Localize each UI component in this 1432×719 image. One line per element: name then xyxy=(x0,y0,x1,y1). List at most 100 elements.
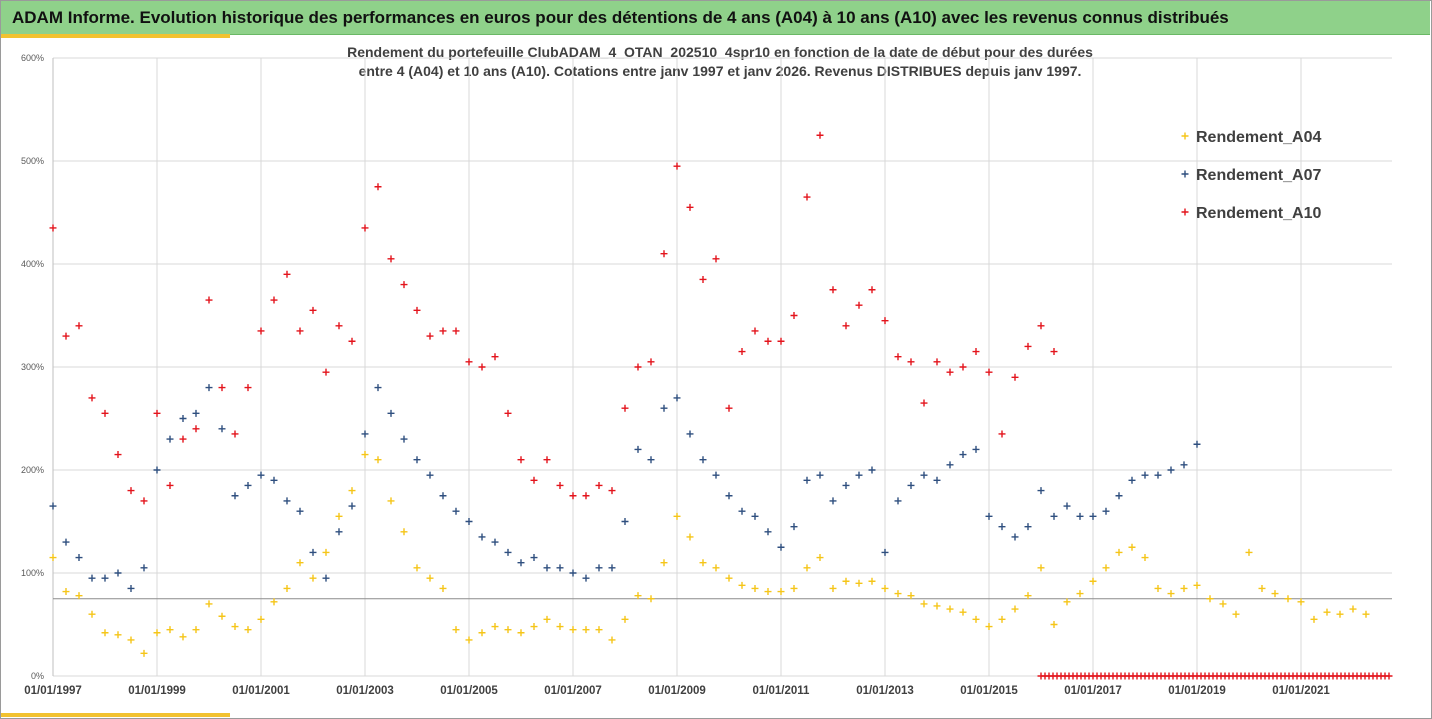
data-point xyxy=(452,507,460,515)
data-point xyxy=(101,409,109,417)
data-point xyxy=(1284,595,1292,603)
data-point xyxy=(114,631,122,639)
legend-marker xyxy=(1181,132,1189,140)
series-Rendement_A10 xyxy=(49,131,1058,505)
data-point xyxy=(400,281,408,289)
data-point xyxy=(1141,471,1149,479)
data-point xyxy=(699,275,707,283)
data-point xyxy=(1349,605,1357,613)
data-point xyxy=(920,399,928,407)
data-point xyxy=(88,610,96,618)
legend-label: Rendement_A04 xyxy=(1196,129,1321,146)
data-point xyxy=(1037,564,1045,572)
data-point xyxy=(309,548,317,556)
accent-bar-top xyxy=(1,34,230,38)
data-point xyxy=(465,636,473,644)
data-point xyxy=(140,497,148,505)
data-point xyxy=(101,574,109,582)
y-tick-label: 200% xyxy=(21,465,44,475)
data-point xyxy=(1310,615,1318,623)
data-point xyxy=(881,584,889,592)
data-point xyxy=(1089,577,1097,585)
zero-point xyxy=(1385,672,1393,680)
y-tick-label: 600% xyxy=(21,53,44,63)
data-point xyxy=(751,327,759,335)
data-point xyxy=(491,353,499,361)
data-point xyxy=(1050,621,1058,628)
data-point xyxy=(283,497,291,505)
data-point xyxy=(881,548,889,556)
data-point xyxy=(946,368,954,376)
data-point xyxy=(1011,533,1019,541)
data-point xyxy=(790,523,798,531)
data-point xyxy=(517,629,525,637)
data-point xyxy=(153,466,161,474)
data-point xyxy=(712,564,720,572)
data-point xyxy=(452,626,460,634)
data-point xyxy=(829,286,837,294)
data-point xyxy=(504,548,512,556)
data-point xyxy=(205,384,213,392)
data-point xyxy=(62,332,70,340)
data-point xyxy=(192,626,200,634)
data-point xyxy=(972,348,980,356)
data-point xyxy=(985,623,993,631)
legend-marker xyxy=(1181,208,1189,216)
data-point xyxy=(296,559,304,567)
data-point xyxy=(660,559,668,567)
data-point xyxy=(387,255,395,263)
data-point xyxy=(1271,590,1279,598)
data-point xyxy=(49,554,57,562)
data-point xyxy=(478,533,486,541)
data-point xyxy=(647,595,655,603)
data-point xyxy=(1089,512,1097,520)
data-point xyxy=(49,502,57,510)
data-point xyxy=(62,588,70,596)
data-point xyxy=(1063,502,1071,510)
data-point xyxy=(972,445,980,453)
data-point xyxy=(621,518,629,525)
data-point xyxy=(192,425,200,433)
data-point xyxy=(595,626,603,634)
data-point xyxy=(1206,595,1214,603)
data-point xyxy=(1024,342,1032,350)
data-point xyxy=(1050,512,1058,520)
data-point xyxy=(270,296,278,304)
y-tick-label: 400% xyxy=(21,259,44,269)
data-point xyxy=(1024,592,1032,600)
data-point xyxy=(426,332,434,340)
data-point xyxy=(1219,600,1227,608)
series-Rendement_A04 xyxy=(49,451,1370,657)
data-point xyxy=(803,193,811,201)
data-point xyxy=(335,512,343,520)
data-point xyxy=(127,584,135,592)
data-point xyxy=(621,404,629,412)
chart-title-line-1: Rendement du portefeuille ClubADAM_4_OTA… xyxy=(347,44,1093,60)
data-point xyxy=(1180,584,1188,592)
data-point xyxy=(699,456,707,464)
data-point xyxy=(998,430,1006,438)
data-point xyxy=(1232,610,1240,618)
x-tick-label: 01/01/2017 xyxy=(1064,685,1122,697)
data-point xyxy=(920,600,928,608)
y-tick-label: 300% xyxy=(21,362,44,372)
data-point xyxy=(569,626,577,634)
data-point xyxy=(205,600,213,608)
data-point xyxy=(530,623,538,631)
data-point xyxy=(335,322,343,330)
data-point xyxy=(309,306,317,314)
data-point xyxy=(777,337,785,345)
data-point xyxy=(764,337,772,345)
data-point xyxy=(647,456,655,464)
data-point xyxy=(751,512,759,520)
data-point xyxy=(114,451,122,459)
data-point xyxy=(985,368,993,376)
data-point xyxy=(361,451,369,459)
data-point xyxy=(1011,605,1019,613)
data-point xyxy=(465,358,473,366)
axis-layer: 0% 100% 200% 300% 400% 500% 600% 01/01/1997 01/0… xyxy=(21,53,1392,697)
x-tick-label: 01/01/2005 xyxy=(440,685,498,697)
data-point xyxy=(725,492,733,500)
data-point xyxy=(374,384,382,392)
x-tick-label: 01/01/2007 xyxy=(544,685,602,697)
